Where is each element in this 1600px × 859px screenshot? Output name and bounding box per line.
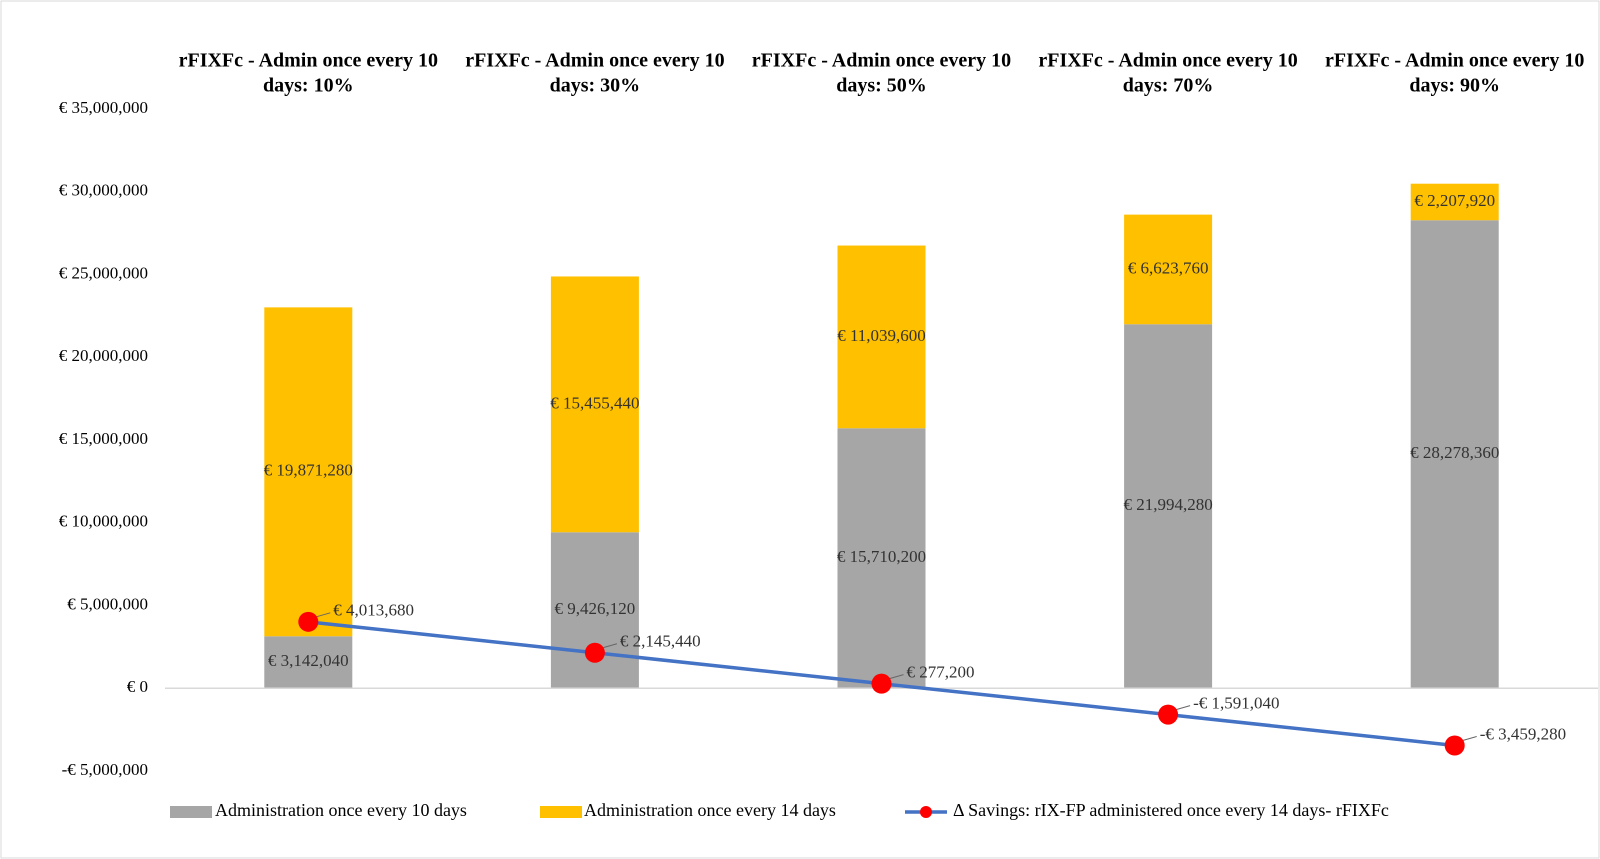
line-data-label: € 4,013,680 bbox=[333, 601, 414, 620]
bar-segment bbox=[1410, 220, 1499, 689]
category-title-line: days: 10% bbox=[263, 75, 354, 97]
label-leader-line bbox=[316, 612, 331, 618]
bar-segment bbox=[1410, 183, 1499, 221]
bar-data-label: € 15,455,440 bbox=[550, 393, 639, 412]
bar-data-label: € 6,623,760 bbox=[1128, 258, 1209, 277]
bar-segment bbox=[550, 276, 639, 533]
y-tick-label: € 10,000,000 bbox=[59, 512, 148, 531]
legend-label-10-days: Administration once every 10 days bbox=[215, 800, 467, 820]
line-data-label: -€ 3,459,280 bbox=[1480, 724, 1566, 743]
y-tick-label: € 20,000,000 bbox=[59, 346, 148, 365]
category-title-line: rFIXFc - Admin once every 10 bbox=[179, 50, 438, 72]
savings-marker bbox=[298, 611, 319, 632]
bar-data-label: € 21,994,280 bbox=[1123, 495, 1212, 514]
category-title-line: rFIXFc - Admin once every 10 bbox=[1325, 50, 1584, 72]
y-tick-label: € 15,000,000 bbox=[59, 429, 148, 448]
category-title-line: rFIXFc - Admin once every 10 bbox=[1038, 50, 1297, 72]
category-title-line: days: 50% bbox=[836, 75, 927, 97]
y-tick-label: € 25,000,000 bbox=[59, 263, 148, 282]
bar-segment bbox=[264, 636, 353, 689]
line-data-label: € 2,145,440 bbox=[620, 632, 701, 651]
category-title-line: days: 70% bbox=[1123, 75, 1214, 97]
category-title-line: days: 90% bbox=[1409, 75, 1500, 97]
bar-data-label: € 15,710,200 bbox=[837, 547, 926, 566]
y-tick-label: € 0 bbox=[127, 677, 148, 696]
line-data-label: € 277,200 bbox=[907, 663, 975, 682]
y-tick-label: € 30,000,000 bbox=[59, 181, 148, 200]
label-leader-line bbox=[602, 643, 618, 649]
label-leader-line bbox=[1175, 705, 1191, 711]
legend-swatch-10-days bbox=[170, 806, 212, 818]
bar-data-label: € 19,871,280 bbox=[264, 461, 353, 480]
bar-segment bbox=[837, 428, 926, 689]
bar-segment bbox=[1124, 324, 1213, 689]
legend-swatch-14-days bbox=[540, 806, 582, 818]
y-tick-label: -€ 5,000,000 bbox=[62, 760, 148, 779]
category-title-line: rFIXFc - Admin once every 10 bbox=[465, 50, 724, 72]
bar-segment bbox=[837, 245, 926, 429]
y-tick-label: € 5,000,000 bbox=[67, 594, 148, 613]
bar-data-label: € 11,039,600 bbox=[837, 326, 926, 345]
bar-data-label: € 28,278,360 bbox=[1410, 443, 1499, 462]
label-leader-line bbox=[889, 674, 904, 680]
savings-marker bbox=[871, 673, 892, 694]
bar-data-label: € 9,426,120 bbox=[555, 599, 636, 618]
bar-data-label: € 2,207,920 bbox=[1414, 191, 1495, 210]
category-title-line: rFIXFc - Admin once every 10 bbox=[752, 50, 1011, 72]
bar-data-label: € 3,142,040 bbox=[268, 651, 349, 670]
bar-segment bbox=[1124, 214, 1213, 325]
savings-marker bbox=[584, 642, 605, 663]
line-data-label: -€ 1,591,040 bbox=[1193, 693, 1279, 712]
legend-marker-swatch bbox=[920, 806, 932, 818]
y-tick-label: € 35,000,000 bbox=[59, 98, 148, 117]
savings-marker bbox=[1158, 704, 1179, 725]
bar-segment bbox=[264, 307, 353, 637]
legend-label-savings: Δ Savings: rIX-FP administered once ever… bbox=[953, 800, 1389, 820]
category-title-line: days: 30% bbox=[550, 75, 641, 97]
label-leader-line bbox=[1462, 736, 1477, 741]
legend-label-14-days: Administration once every 14 days bbox=[584, 800, 836, 820]
savings-marker bbox=[1444, 735, 1465, 756]
